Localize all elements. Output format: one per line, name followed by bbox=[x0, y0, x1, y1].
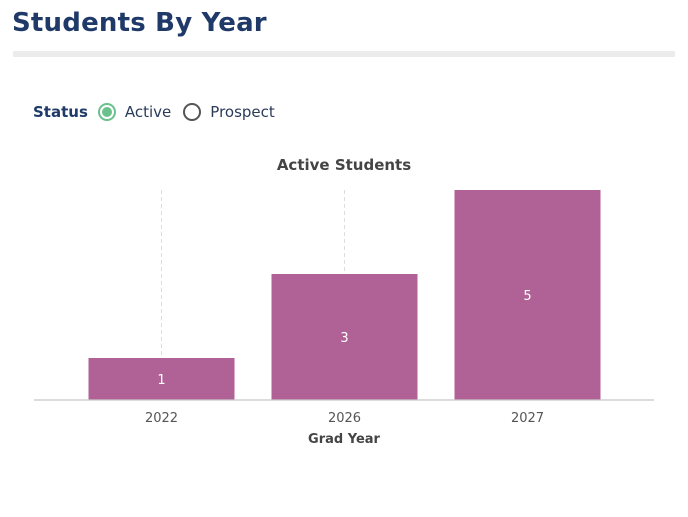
radio-prospect[interactable] bbox=[183, 103, 202, 121]
data-label-2027: 5 bbox=[523, 289, 531, 304]
x-tick-label-2022: 2022 bbox=[145, 411, 178, 426]
bar-2026[interactable] bbox=[271, 274, 418, 400]
data-label-2026: 3 bbox=[340, 331, 348, 346]
x-tick-label-2027: 2027 bbox=[511, 411, 544, 426]
radio-active-dot bbox=[101, 107, 112, 117]
tick-layer: 2022 2026 2027 bbox=[145, 411, 544, 426]
bar-chart: Active Students 1 3 5 2022 2026 2027 Grad Ye… bbox=[34, 156, 654, 447]
x-tick-label-2026: 2026 bbox=[328, 411, 361, 426]
radio-active-label[interactable]: Active bbox=[124, 103, 172, 121]
bar-2027[interactable] bbox=[454, 190, 601, 400]
title-divider bbox=[13, 51, 675, 57]
radio-active[interactable] bbox=[97, 103, 116, 121]
bar-2022[interactable] bbox=[88, 358, 235, 400]
radio-prospect-label[interactable]: Prospect bbox=[210, 103, 275, 121]
status-filter-label: Status bbox=[33, 103, 88, 121]
status-filter: Status Active Prospect bbox=[33, 99, 287, 125]
bar-layer: 1 3 5 bbox=[88, 190, 601, 400]
page-title: Students By Year bbox=[12, 8, 267, 38]
data-label-2022: 1 bbox=[157, 373, 165, 388]
x-axis-label: Grad Year bbox=[308, 432, 380, 447]
chart-title: Active Students bbox=[277, 156, 411, 174]
